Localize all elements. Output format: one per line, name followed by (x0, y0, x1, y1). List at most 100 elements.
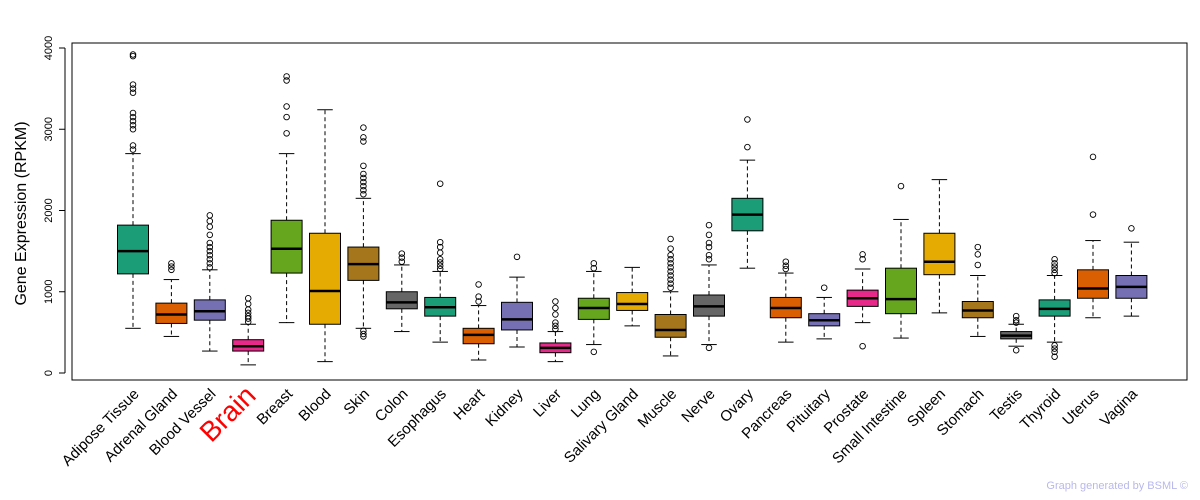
outlier-point (129, 109, 137, 117)
outlier-point (667, 264, 674, 271)
box-group-colon (385, 250, 418, 333)
outlier-point (360, 170, 367, 178)
plot-frame (71, 42, 1188, 381)
box-group-testis (1000, 312, 1033, 354)
outlier-point (129, 89, 137, 96)
outlier-point (360, 134, 367, 141)
outlier-point (1089, 211, 1097, 218)
box-group-liver (539, 298, 572, 363)
outlier-point (244, 309, 252, 317)
outlier-point (206, 239, 214, 247)
outlier-point (744, 143, 751, 151)
x-tick-label: Uterus (1059, 386, 1102, 429)
box (309, 232, 341, 325)
outlier-point (1051, 263, 1058, 270)
outlier-point (667, 280, 674, 287)
outlier-point (1051, 266, 1058, 274)
outlier-point (360, 182, 367, 190)
x-tick-label: Vagina (1097, 385, 1142, 430)
outlier-point (129, 117, 137, 125)
outlier-point (244, 306, 252, 313)
outlier-point (782, 265, 790, 273)
outlier-point (705, 256, 713, 263)
outlier-point (1051, 348, 1058, 356)
box-group-lung (577, 260, 610, 356)
outlier-point (360, 186, 367, 194)
outlier-point (360, 330, 367, 338)
box (501, 301, 533, 331)
outlier-point (705, 251, 713, 259)
outlier-point (244, 300, 252, 308)
outlier-point (974, 261, 982, 269)
box-group-salivary-gland (616, 266, 649, 327)
outlier-point (475, 298, 482, 305)
outlier-point (168, 260, 175, 267)
outlier-point (436, 256, 444, 263)
outlier-point (475, 281, 482, 288)
outlier-point (283, 130, 290, 137)
outlier-point (974, 251, 982, 258)
outlier-point (475, 293, 482, 300)
y-tick-label: 1000 (43, 280, 55, 304)
outlier-point (859, 256, 866, 263)
box-group-stomach (961, 243, 994, 337)
box-group-adrenal-gland (155, 260, 188, 337)
box-group-adipose-tissue (117, 51, 149, 329)
box-group-prostate (846, 251, 879, 350)
outlier-point (436, 259, 444, 266)
x-tick-label: Thyroid (1017, 386, 1064, 433)
outlier-point (398, 250, 406, 257)
box-group-blood (309, 109, 341, 363)
outlier-point (283, 103, 290, 110)
outlier-point (206, 251, 214, 259)
box-group-esophagus (424, 180, 457, 343)
outlier-point (667, 245, 674, 252)
outlier-point (206, 217, 214, 225)
box-group-nerve (693, 221, 725, 352)
outlier-point (283, 113, 290, 121)
box-group-spleen (923, 179, 956, 314)
outlier-point (705, 221, 713, 229)
outlier-point (667, 268, 674, 275)
box-group-ovary (731, 116, 764, 269)
outlier-point (398, 258, 406, 265)
outlier-point (436, 243, 444, 251)
outlier-point (206, 231, 214, 239)
x-tick-label: Skin (340, 386, 373, 419)
outlier-point (206, 260, 214, 267)
outlier-point (244, 312, 252, 320)
outlier-point (667, 251, 674, 259)
x-tick-label: Blood (295, 386, 334, 425)
box (654, 314, 687, 338)
outlier-point (129, 142, 137, 149)
outlier-point (436, 262, 444, 270)
outlier-point (1128, 225, 1135, 232)
outlier-point (206, 264, 214, 271)
box (117, 224, 149, 275)
outlier-point (667, 272, 674, 279)
outlier-point (206, 256, 214, 263)
x-tick-label: Muscle (635, 386, 681, 432)
x-tick-label: Nerve (678, 386, 718, 426)
outlier-point (590, 260, 598, 267)
outlier-point (667, 284, 674, 291)
outlier-point (552, 311, 559, 318)
outlier-point (283, 73, 290, 80)
x-tick-label: Kidney (482, 385, 527, 430)
box (885, 267, 917, 315)
box (1077, 269, 1109, 299)
outlier-point (590, 264, 598, 272)
outlier-point (360, 327, 367, 335)
outlier-point (667, 235, 674, 243)
outlier-point (436, 249, 444, 256)
outlier-point (244, 295, 252, 302)
outlier-point (1012, 319, 1020, 326)
box-group-vagina (1115, 225, 1148, 317)
outlier-point (705, 231, 713, 239)
box-group-breast (270, 73, 303, 324)
outlier-point (782, 262, 790, 270)
outlier-point (1051, 260, 1058, 267)
outlier-point (1051, 256, 1058, 263)
credit-text: Graph generated by BSML © (1046, 480, 1188, 492)
outlier-point (667, 256, 674, 263)
